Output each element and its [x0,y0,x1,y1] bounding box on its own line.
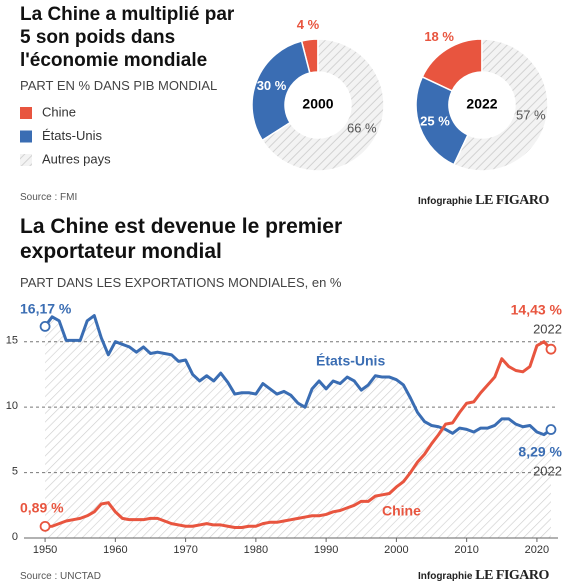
x-tick-label: 1980 [244,544,268,556]
series-line [45,340,553,530]
y-tick-label: 15 [6,335,18,347]
chart-subtitle: PART EN % DANS PIB MONDIAL [20,78,218,93]
y-tick-label: 5 [12,465,18,477]
y-tick-label: 0 [12,531,18,543]
pie-center-label: 2000 [302,96,333,112]
end-point [545,424,557,435]
value-label: 8,29 % [518,444,562,460]
pie-value-label: 66 % [347,121,377,136]
series-label: Chine [382,503,421,519]
pie-center-label: 2022 [466,96,497,112]
legend-label: Chine [42,104,76,119]
source: Source : UNCTAD [20,571,101,582]
credit-text: Infographie [418,571,473,582]
end-point [39,321,51,332]
x-tick-label: 1950 [33,544,57,556]
pie-value-label: 25 % [420,113,450,128]
chart-title: La Chine a multiplié par 5 son poids dan… [20,4,235,71]
pie-value-label: 30 % [257,78,287,93]
pie-hole [285,72,351,138]
pie-value-label: 4 % [297,17,320,32]
credit: Infographie LE FIGARO [418,193,549,209]
end-point [39,520,51,532]
legend-swatch [20,130,32,143]
pie-hole [449,72,515,138]
end-point [545,343,557,355]
value-label: 16,17 % [20,301,72,317]
area-hatch [45,315,551,538]
source: Source : FMI [20,192,78,203]
y-tick-label: 10 [6,400,18,412]
x-tick-label: 1990 [314,544,338,556]
chart-subtitle: PART DANS LES EXPORTATIONS MONDIALES, en… [20,275,342,290]
credit: Infographie LE FIGARO [418,568,549,584]
legend-swatch [20,154,32,166]
credit-logo: LE FIGARO [475,193,549,208]
series-label: États-Unis [316,353,385,369]
pie-value-label: 57 % [516,107,546,122]
value-label: 0,89 % [20,500,64,516]
chart-title: La Chine est devenue le premier exportat… [20,215,343,263]
x-tick-label: 1960 [103,544,127,556]
x-tick-label: 2020 [525,544,549,556]
legend-swatch [20,107,32,119]
value-label: 14,43 % [511,302,563,318]
legend-label: États-Unis [42,128,102,143]
credit-text: Infographie [418,196,473,207]
x-tick-label: 2000 [384,544,408,556]
series-line [43,314,552,437]
legend-label: Autres pays [42,151,111,166]
pie-slice [452,38,549,172]
year-label: 2022 [533,321,562,336]
credit-logo: LE FIGARO [475,568,549,583]
x-tick-label: 1970 [173,544,197,556]
x-tick-label: 2010 [454,544,478,556]
year-label: 2022 [533,463,562,478]
pie-value-label: 18 % [424,29,454,44]
